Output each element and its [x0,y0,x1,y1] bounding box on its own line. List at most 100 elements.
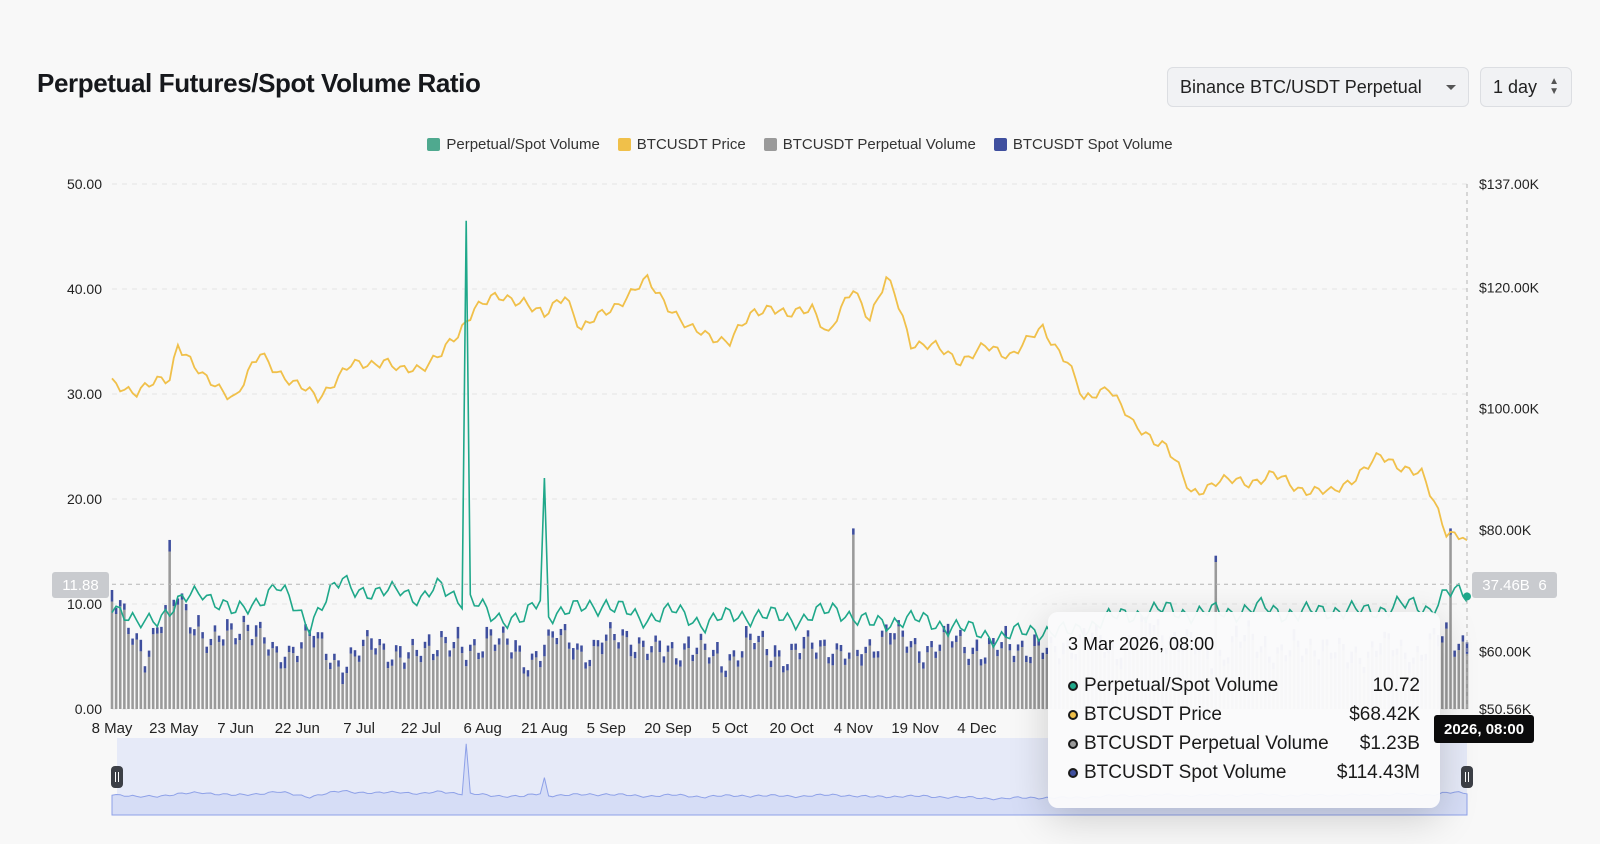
perp-volume-bar [168,551,171,709]
y-left-tick-label: 40.00 [67,281,102,297]
spot-volume-bar [856,649,859,657]
spot-volume-bar [374,648,377,655]
perp-volume-bar [600,654,604,709]
spot-volume-bar [551,631,554,638]
perp-volume-bar [337,666,340,709]
spot-volume-bar [394,645,398,652]
perp-volume-bar [621,635,624,709]
spot-volume-bar [571,648,575,660]
legend-item-spot-volume[interactable]: BTCUSDT Spot Volume [993,136,1173,153]
spot-volume-bar [312,635,316,648]
spot-volume-bar [967,658,970,666]
navigator-right-handle[interactable] [1461,766,1473,788]
perp-volume-bar [860,665,863,709]
spot-volume-bar [806,630,810,637]
legend-label: BTCUSDT Spot Volume [1012,136,1173,153]
spot-volume-bar [1000,642,1003,649]
spot-volume-bar [621,629,624,636]
perp-volume-bar [460,653,464,709]
spot-volume-bar [493,644,497,651]
tooltip-date: 3 Mar 2026, 08:00 [1068,634,1215,654]
y-right-tick-label: $137.00K [1479,176,1540,192]
spot-volume-bar [1033,634,1036,647]
spot-volume-bar [283,656,287,669]
perp-volume-bar [732,656,736,709]
perp-volume-bar [501,632,505,709]
perp-volume-bar [493,650,497,709]
spot-volume-bar [740,651,744,658]
spot-volume-bar [679,660,682,667]
perp-volume-bar [963,653,966,709]
spot-volume-bar [390,659,394,666]
perp-volume-bar [312,647,316,709]
y-left-tick-label: 30.00 [67,386,102,402]
legend-item-price[interactable]: BTCUSDT Price [617,136,746,153]
spot-volume-bar [827,657,830,664]
perp-volume-bar [712,656,715,709]
legend-item-perp-volume[interactable]: BTCUSDT Perpetual Volume [763,136,976,153]
legend-item-ratio[interactable]: Perpetual/Spot Volume [427,136,600,153]
perp-volume-bar [666,651,670,709]
exchange-select[interactable]: Binance BTC/USDT Perpetual [1167,67,1469,107]
perp-volume-bar [901,636,905,709]
spot-volume-bar [905,646,909,653]
spot-volume-bar [176,598,180,605]
spot-volume-bar [526,670,530,677]
navigator-left-handle[interactable] [111,766,123,788]
spot-volume-bar [139,639,143,652]
spot-volume-bar [452,641,456,649]
perp-volume-bar [296,662,299,709]
perp-volume-bar [279,668,283,709]
perp-volume-bar [390,665,394,709]
perp-volume-bar [403,668,406,709]
perp-volume-bar [823,645,826,709]
spot-volume-bar [530,653,534,660]
spot-volume-bar [773,645,777,657]
perp-volume-bar [753,649,756,709]
perp-volume-bar [415,656,419,709]
y-left-tick-label: 0.00 [75,701,102,717]
tooltip-row-spot-volume: BTCUSDT Spot Volume $114.43M [1068,758,1420,787]
spot-volume-bar [506,638,509,645]
spot-volume-bar [650,646,653,653]
perp-volume-bar [135,639,138,709]
perp-volume-bar [749,639,752,709]
perp-volume-bar [242,622,246,709]
spot-volume-bar [613,634,616,641]
perp-volume-bar [658,652,662,709]
perp-volume-bar [633,658,637,709]
perp-volume-bar [213,631,217,709]
perp-volume-bar [703,649,707,709]
perp-volume-bar [782,672,785,709]
spot-volume-bar [736,660,740,667]
spot-volume-bar [926,646,929,653]
perp-volume-bar [917,662,921,709]
perp-volume-bar [539,667,542,709]
spot-volume-bar [876,651,880,658]
perp-volume-bar [160,633,163,709]
spot-volume-bar [510,652,513,659]
spot-volume-bar [1045,647,1049,655]
spot-volume-bar [267,649,270,656]
spot-volume-bar [975,639,979,652]
spot-volume-bar [872,651,876,658]
perp-volume-bar [646,660,649,709]
perp-volume-bar [370,649,373,709]
perp-volume-bar [1016,650,1020,709]
perp-volume-bar [979,665,983,709]
spot-volume-bar [448,650,451,657]
perp-volume-bar [831,665,835,709]
tooltip-dot [1068,680,1078,691]
perp-volume-bar [674,664,678,709]
perp-volume-bar [473,645,476,709]
perp-volume-bar [864,653,867,709]
spot-volume-bar [938,644,942,651]
spot-volume-bar [732,650,736,657]
perp-volume-bar [238,640,241,709]
perp-volume-bar [1004,637,1008,709]
spot-volume-bar [205,646,209,653]
spot-volume-bar [971,647,975,654]
interval-select[interactable]: 1 day ▲ ▼ [1480,67,1572,107]
spot-volume-bar [427,634,431,646]
spot-volume-bar [769,660,773,668]
